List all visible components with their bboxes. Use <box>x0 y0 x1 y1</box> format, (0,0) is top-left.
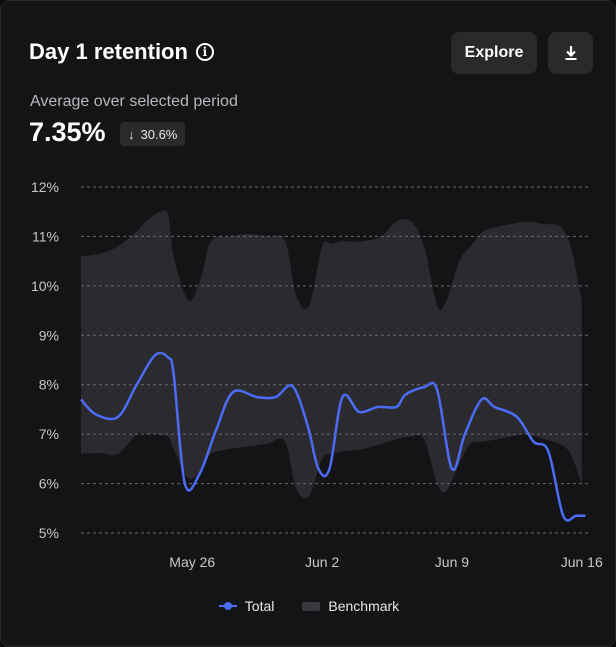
x-tick-label: May 26 <box>169 554 215 570</box>
explore-button[interactable]: Explore <box>451 32 537 74</box>
y-tick-label: 9% <box>39 327 59 343</box>
download-icon <box>565 46 576 60</box>
retention-chart: 12% 11% 10% 9% 8% 7% 6% 5% May 26 Jun 2 Jun 9 Jun 1… <box>31 179 603 570</box>
card-title: Day 1 retention i <box>29 39 214 65</box>
legend-total-label: Total <box>244 598 275 614</box>
legend-benchmark[interactable]: Benchmark <box>302 598 399 614</box>
chart-legend: Total Benchmark <box>1 598 616 614</box>
benchmark-swatch <box>302 601 321 611</box>
total-line <box>80 351 586 522</box>
x-tick-label: Jun 16 <box>561 554 603 570</box>
benchmark-band <box>81 210 582 499</box>
y-tick-label: 5% <box>39 525 59 541</box>
y-tick-label: 10% <box>31 278 59 294</box>
arrow-down-icon: ↓ <box>128 126 135 142</box>
y-tick-label: 12% <box>31 179 59 195</box>
delta-badge: ↓ 30.6% <box>120 122 186 146</box>
legend-total[interactable]: Total <box>218 598 275 614</box>
y-tick-label: 11% <box>32 228 59 244</box>
y-tick-label: 8% <box>39 377 59 393</box>
x-tick-label: Jun 2 <box>305 554 339 570</box>
download-button[interactable] <box>548 32 593 74</box>
subtitle: Average over selected period <box>30 93 238 110</box>
total-swatch <box>218 602 237 610</box>
average-value: 7.35% <box>29 117 106 147</box>
legend-benchmark-label: Benchmark <box>328 598 400 614</box>
y-tick-label: 6% <box>39 476 59 492</box>
y-tick-label: 7% <box>39 426 59 442</box>
x-tick-label: Jun 9 <box>435 554 469 570</box>
info-icon[interactable]: i <box>195 43 214 61</box>
title-text: Day 1 retention <box>29 39 188 64</box>
delta-value: 30.6% <box>140 126 178 142</box>
